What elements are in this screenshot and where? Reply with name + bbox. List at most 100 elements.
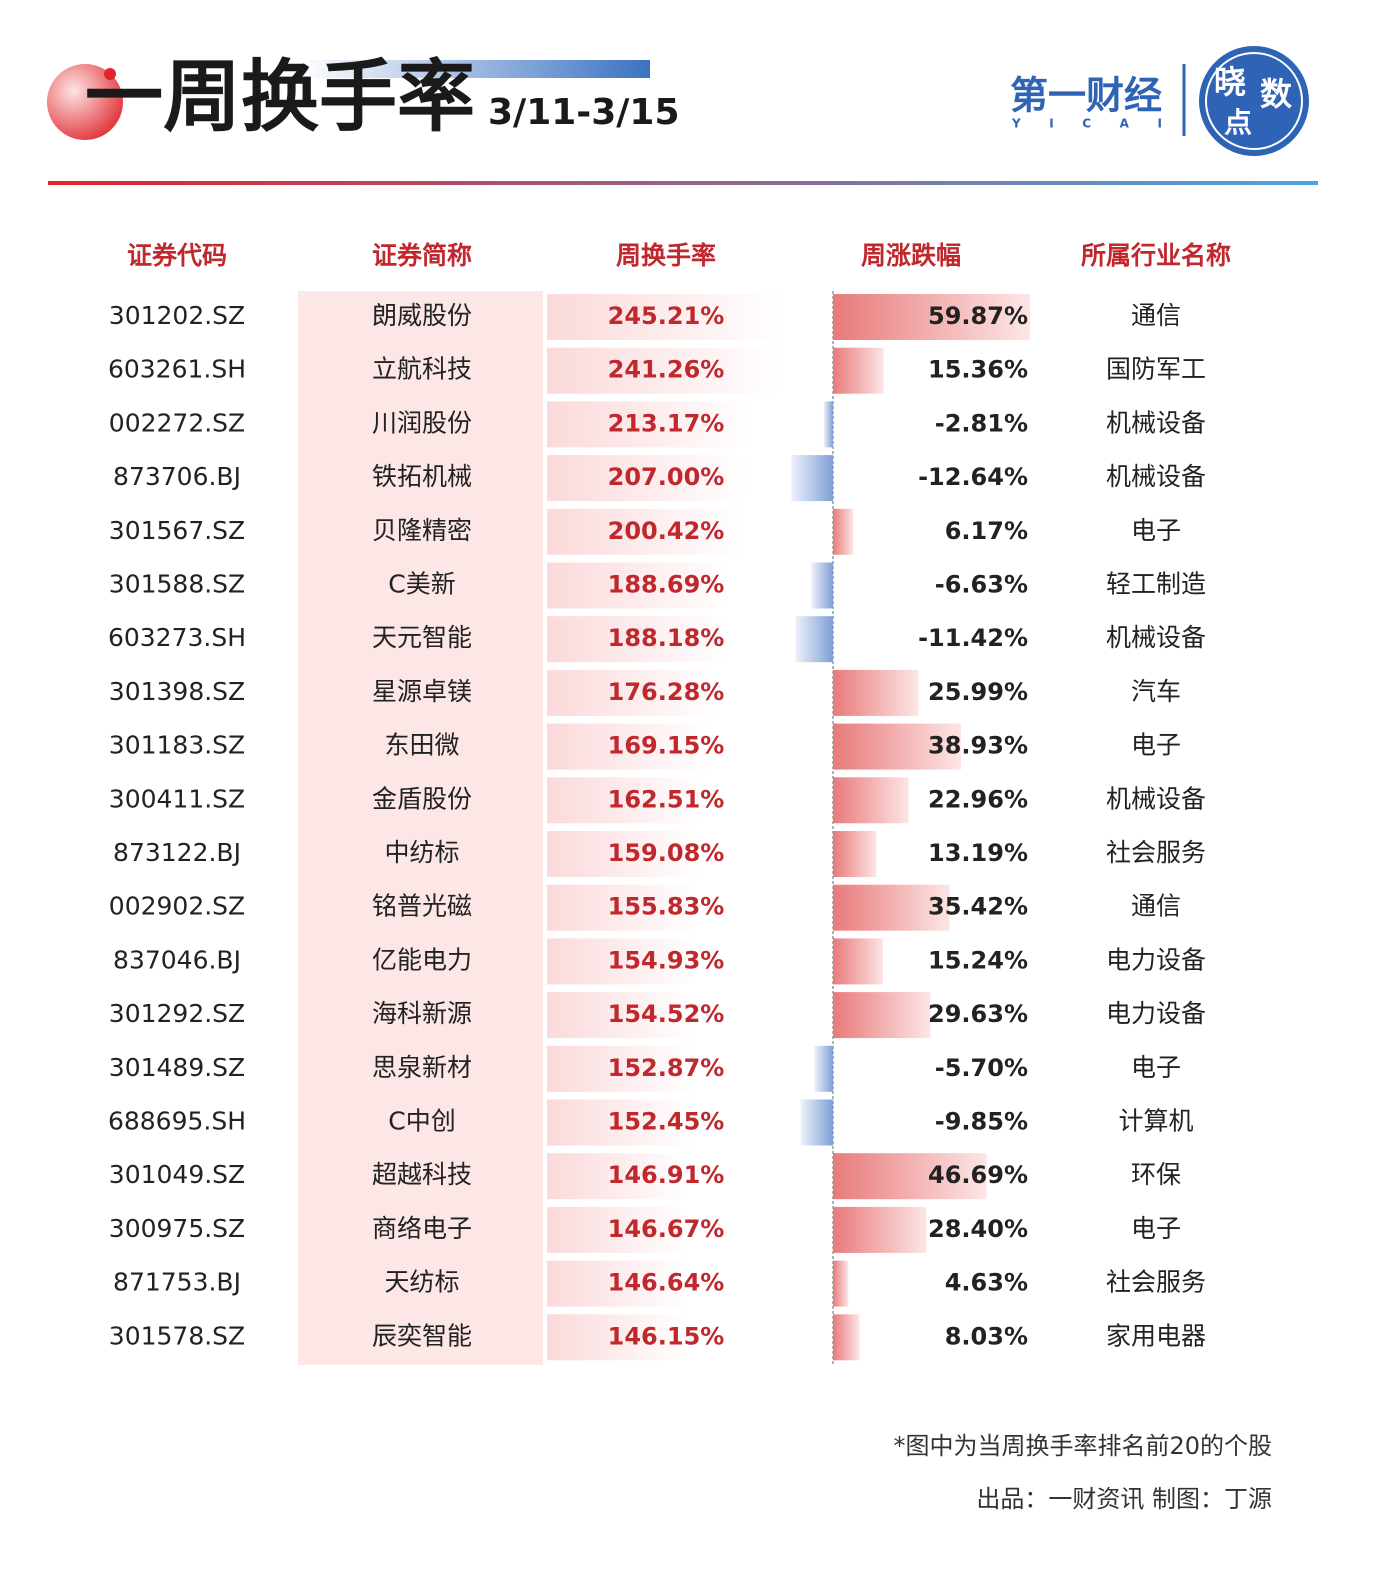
name: 天纺标 bbox=[384, 1268, 459, 1297]
turnover-bar bbox=[547, 562, 731, 609]
title-ribbon bbox=[300, 60, 650, 78]
badge-char: 晓 bbox=[1214, 63, 1246, 101]
change: 46.69% bbox=[928, 1161, 1028, 1189]
name: 思泉新材 bbox=[372, 1053, 472, 1082]
code: 301578.SZ bbox=[109, 1321, 245, 1350]
change: -9.85% bbox=[935, 1108, 1028, 1136]
code: 300411.SZ bbox=[109, 784, 245, 813]
change: -6.63% bbox=[935, 571, 1028, 599]
change-bar bbox=[833, 992, 931, 1039]
industry: 家用电器 bbox=[1106, 1321, 1206, 1350]
turnover-bar bbox=[547, 884, 699, 931]
turnover-bar bbox=[547, 1153, 690, 1200]
change: -11.42% bbox=[918, 624, 1028, 652]
turnover-bar bbox=[547, 1206, 690, 1253]
turnover-bar bbox=[547, 669, 718, 716]
column-header: 证券代码 bbox=[127, 241, 227, 270]
turnover-bar bbox=[547, 992, 697, 1039]
change-bar bbox=[795, 616, 833, 663]
change-bar bbox=[791, 455, 833, 502]
change-bar bbox=[833, 1206, 927, 1253]
name: C美新 bbox=[388, 570, 455, 599]
code: 002272.SZ bbox=[109, 408, 245, 437]
change-bar bbox=[833, 669, 919, 716]
industry: 社会服务 bbox=[1106, 1268, 1206, 1297]
change-bar bbox=[800, 1099, 833, 1146]
name: 星源卓镁 bbox=[372, 677, 472, 706]
name: 商络电子 bbox=[372, 1214, 472, 1243]
code: 301202.SZ bbox=[109, 301, 245, 330]
code: 603261.SH bbox=[108, 355, 246, 384]
change: 8.03% bbox=[945, 1322, 1028, 1350]
turnover: 245.21% bbox=[608, 302, 725, 330]
change: 4.63% bbox=[945, 1269, 1028, 1297]
column-header: 所属行业名称 bbox=[1081, 241, 1231, 270]
change-bar bbox=[833, 884, 950, 931]
name: 贝隆精密 bbox=[372, 516, 472, 545]
code: 300975.SZ bbox=[109, 1214, 245, 1243]
change: 29.63% bbox=[928, 1000, 1028, 1028]
turnover-bar bbox=[547, 294, 785, 340]
column-header: 周涨跌幅 bbox=[861, 241, 961, 270]
turnover: 200.42% bbox=[608, 517, 725, 545]
turnover-bar bbox=[547, 347, 782, 394]
industry: 通信 bbox=[1131, 892, 1181, 921]
industry: 国防军工 bbox=[1106, 355, 1206, 384]
turnover: 146.67% bbox=[608, 1215, 725, 1243]
change-bar bbox=[833, 1153, 987, 1200]
code: 688695.SH bbox=[108, 1107, 246, 1136]
code: 873706.BJ bbox=[113, 462, 241, 491]
turnover: 188.18% bbox=[608, 624, 725, 652]
name: C中创 bbox=[388, 1107, 455, 1136]
column-header: 周换手率 bbox=[616, 241, 716, 270]
industry: 计算机 bbox=[1118, 1107, 1193, 1136]
change: -12.64% bbox=[918, 463, 1028, 491]
change-bar bbox=[833, 938, 884, 985]
brand: 第一财经 bbox=[1010, 74, 1162, 118]
change-bar bbox=[814, 1045, 833, 1092]
change-bar bbox=[833, 1314, 860, 1361]
table: 证券代码 证券简称 周换手率 周涨跌幅 所属行业名称 301202.SZ 朗威股份 245.2… bbox=[108, 241, 1231, 1361]
code: 301489.SZ bbox=[109, 1053, 245, 1082]
code: 301049.SZ bbox=[109, 1160, 245, 1189]
industry: 电力设备 bbox=[1106, 999, 1206, 1028]
code: 871753.BJ bbox=[113, 1268, 241, 1297]
industry: 汽车 bbox=[1131, 677, 1181, 706]
change-bar bbox=[833, 777, 909, 824]
industry: 电子 bbox=[1131, 1053, 1181, 1082]
change: -5.70% bbox=[935, 1054, 1028, 1082]
turnover-bar bbox=[547, 455, 748, 502]
title-circle bbox=[47, 64, 123, 140]
change: -2.81% bbox=[935, 409, 1028, 437]
industry: 通信 bbox=[1131, 301, 1181, 330]
change: 38.93% bbox=[928, 732, 1028, 760]
name: 东田微 bbox=[384, 731, 459, 760]
header-rule bbox=[48, 181, 1318, 185]
name: 立航科技 bbox=[372, 355, 472, 384]
turnover: 241.26% bbox=[608, 356, 725, 384]
change: 15.24% bbox=[928, 946, 1028, 974]
turnover: 159.08% bbox=[608, 839, 725, 867]
change: 59.87% bbox=[928, 302, 1028, 330]
turnover: 188.69% bbox=[608, 571, 725, 599]
turnover: 176.28% bbox=[608, 678, 725, 706]
change: 6.17% bbox=[945, 517, 1028, 545]
code: 301567.SZ bbox=[109, 516, 245, 545]
change-bar bbox=[833, 347, 884, 394]
name: 亿能电力 bbox=[372, 945, 472, 974]
turnover-bar bbox=[547, 616, 730, 663]
name: 中纺标 bbox=[384, 838, 459, 867]
change-bar bbox=[823, 401, 833, 448]
turnover-bar bbox=[547, 1045, 696, 1092]
name: 铁拓机械 bbox=[372, 462, 472, 491]
change-bar bbox=[833, 508, 854, 555]
change-bar bbox=[833, 1260, 849, 1307]
turnover-bar bbox=[547, 938, 698, 985]
turnover: 146.64% bbox=[608, 1269, 725, 1297]
turnover-bar bbox=[547, 723, 712, 770]
turnover: 207.00% bbox=[608, 463, 725, 491]
code: 301292.SZ bbox=[109, 999, 245, 1028]
change: 35.42% bbox=[928, 893, 1028, 921]
credit: 出品：一财资讯 制图：丁源 bbox=[976, 1485, 1272, 1513]
